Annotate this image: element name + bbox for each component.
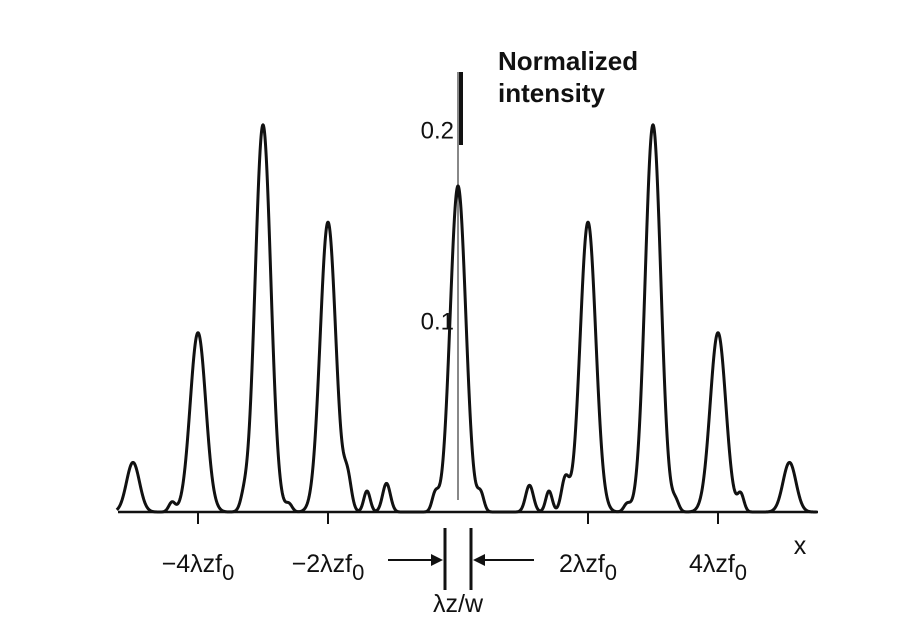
x-tick-label-main: −4λzf: [162, 550, 223, 578]
x-tick-label: 4λzf0: [689, 550, 747, 585]
chart-title-line: Normalized: [498, 46, 638, 76]
x-tick-label-main: 4λzf: [689, 550, 735, 578]
x-tick-label-main: −2λzf: [292, 550, 353, 578]
x-tick-label: −4λzf0: [162, 550, 235, 585]
x-tick-label-subscript: 0: [222, 560, 234, 585]
annotation-label: λz/w: [433, 590, 484, 618]
x-tick-label-main: 2λzf: [559, 550, 605, 578]
annotation-arrow-left-head: [431, 554, 443, 566]
peak-point: [347, 479, 349, 481]
x-tick-label: −2λzf0: [292, 550, 365, 585]
x-tick-label-subscript: 0: [735, 560, 747, 585]
y-tick-label: 0.2: [421, 118, 454, 145]
intensity-curve: [115, 123, 818, 514]
annotation-arrow-right-head: [473, 554, 485, 566]
y-tick-label: 0.1: [421, 308, 454, 335]
peak-point: [243, 501, 245, 503]
x-tick-label-subscript: 0: [605, 560, 617, 585]
x-tick-label-subscript: 0: [352, 560, 364, 585]
x-axis-label: x: [794, 532, 807, 560]
chart-title-line: intensity: [498, 78, 605, 108]
x-tick-label: 2λzf0: [559, 550, 617, 585]
